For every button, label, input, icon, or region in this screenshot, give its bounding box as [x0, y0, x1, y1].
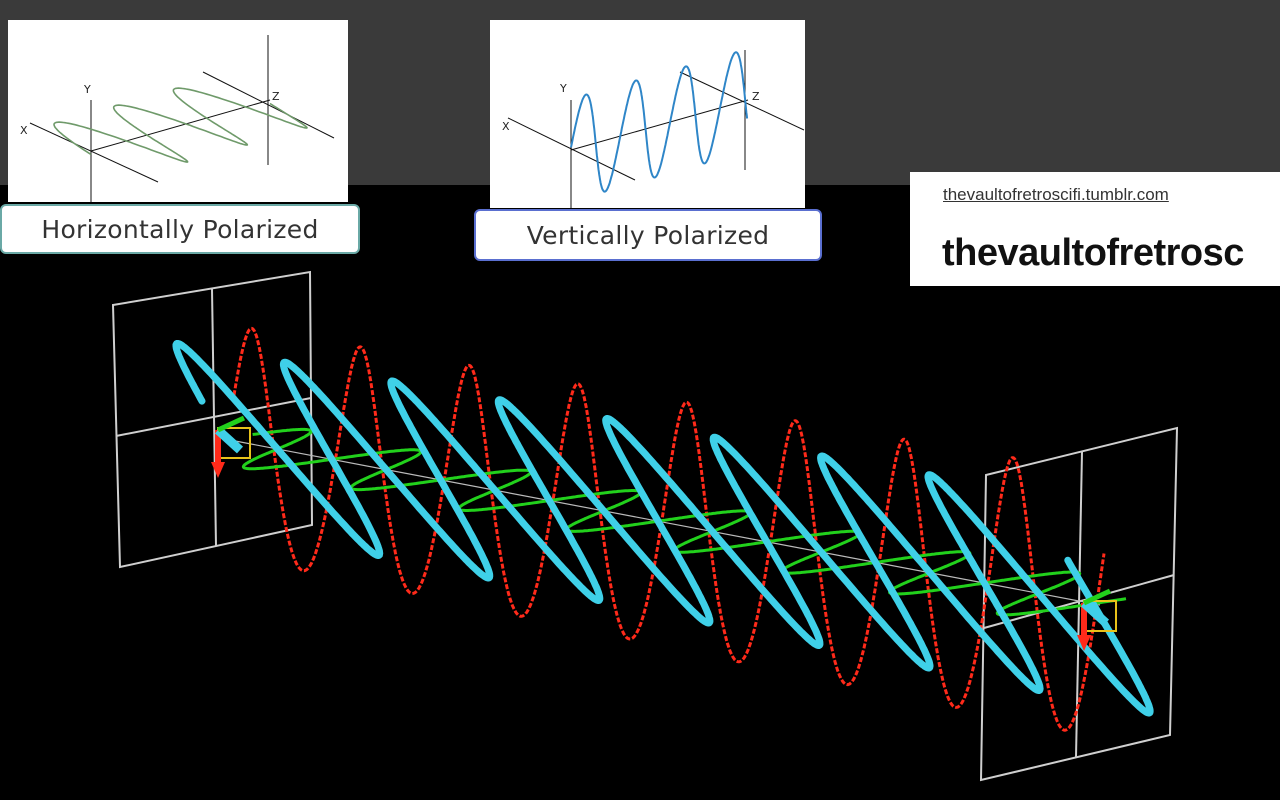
vertically-polarized-caption: Vertically Polarized: [474, 209, 822, 261]
resultant-wave: [172, 340, 1154, 717]
vertical-polarization-diagram: Y X Z: [502, 50, 805, 208]
z-axis-label: Z: [272, 90, 280, 103]
watermark-block: thevaultofretroscifi.tumblr.com thevault…: [910, 172, 1280, 286]
start-plane-frame: [111, 270, 314, 569]
x-axis-line: [29, 122, 159, 183]
end-plane-frame: [979, 426, 1179, 782]
z-axis-line: [90, 99, 271, 152]
y-axis-label: Y: [559, 82, 567, 95]
start-resultant-arrow: [214, 426, 244, 454]
start-plane-frame-horizontal-divider: [115, 397, 312, 437]
vertical-wave-curve: [570, 51, 749, 193]
horizontally-polarized-caption: Horizontally Polarized: [0, 204, 360, 254]
x-axis-label: X: [502, 120, 510, 133]
end-vertical-arrowhead: [1077, 635, 1091, 651]
z-plane-horizontal-line: [679, 71, 805, 131]
watermark-url: thevaultofretroscifi.tumblr.com: [943, 185, 1169, 204]
x-axis-label: X: [20, 124, 28, 137]
end-horizontal-arrow: [1082, 588, 1112, 606]
horizontal-polarization-diagram: Y X Z: [20, 35, 335, 202]
vertical-polarization-panel: Y X Z: [490, 20, 805, 208]
z-plane-horizontal-line: [202, 71, 335, 139]
start-horizontal-arrow: [216, 415, 246, 433]
z-axis-line: [570, 99, 749, 151]
z-axis-label: Z: [752, 90, 760, 103]
watermark-title: thevaultofretrosc: [942, 232, 1244, 274]
start-vertical-arrowhead: [211, 462, 225, 478]
end-resultant-arrow: [1080, 599, 1110, 627]
y-axis-label: Y: [83, 83, 91, 96]
vertical-component-wave: [232, 326, 1106, 732]
horizontal-wave-curve: [53, 87, 308, 163]
propagation-axis: [229, 439, 1101, 606]
horizontal-polarization-panel: Y X Z: [8, 20, 348, 202]
